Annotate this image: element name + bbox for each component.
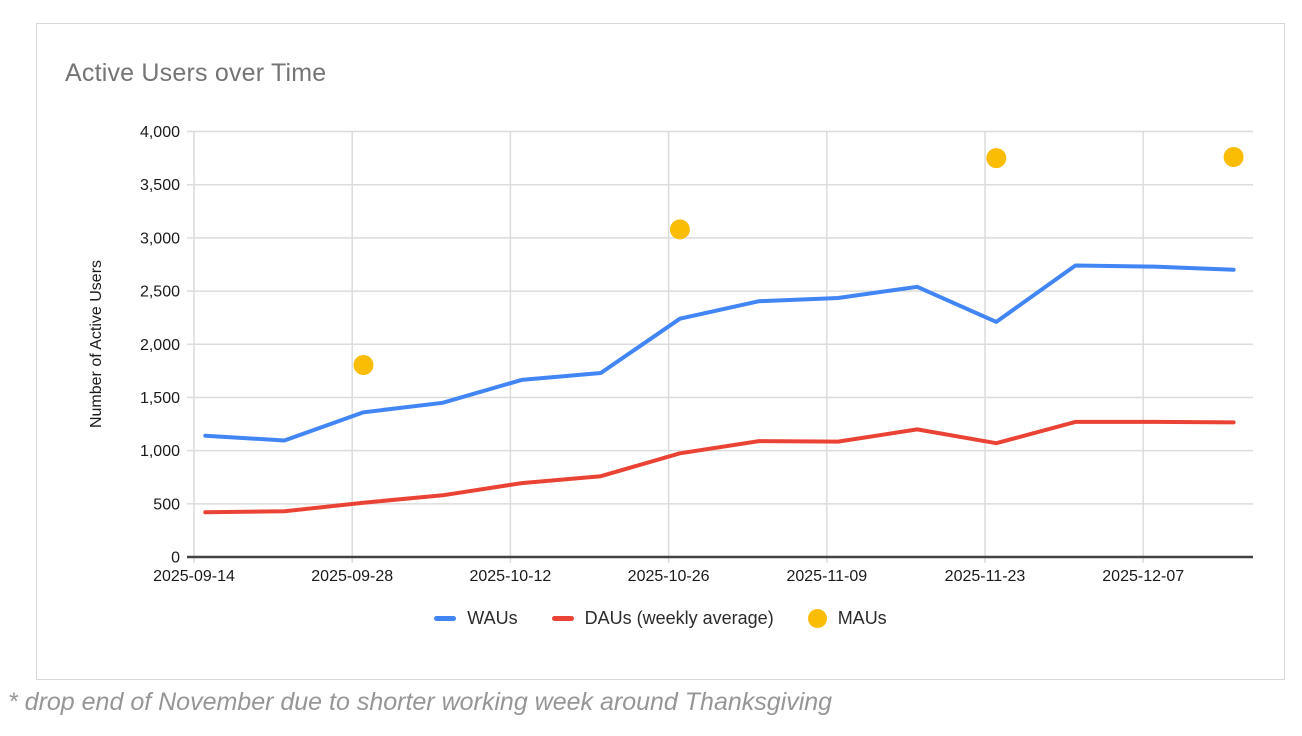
legend-item-waus: WAUs <box>434 608 518 629</box>
legend-label-daus: DAUs (weekly average) <box>584 608 774 628</box>
legend-item-maus: MAUs <box>807 608 887 629</box>
chart-title: Active Users over Time <box>65 59 327 87</box>
legend-item-daus: DAUs (weekly average) <box>551 608 774 629</box>
footnote: * drop end of November due to shorter wo… <box>8 688 833 716</box>
legend-label-maus: MAUs <box>837 608 887 628</box>
chart-legend: WAUs DAUs (weekly average) MAUs <box>36 608 1285 629</box>
maus-dot-swatch-icon <box>807 609 827 628</box>
legend-label-waus: WAUs <box>467 608 518 628</box>
waus-line-swatch-icon <box>434 616 457 621</box>
daus-line-swatch-icon <box>551 616 574 621</box>
y-axis-title: Number of Active Users <box>88 259 105 429</box>
chart-card[interactable] <box>36 23 1285 680</box>
